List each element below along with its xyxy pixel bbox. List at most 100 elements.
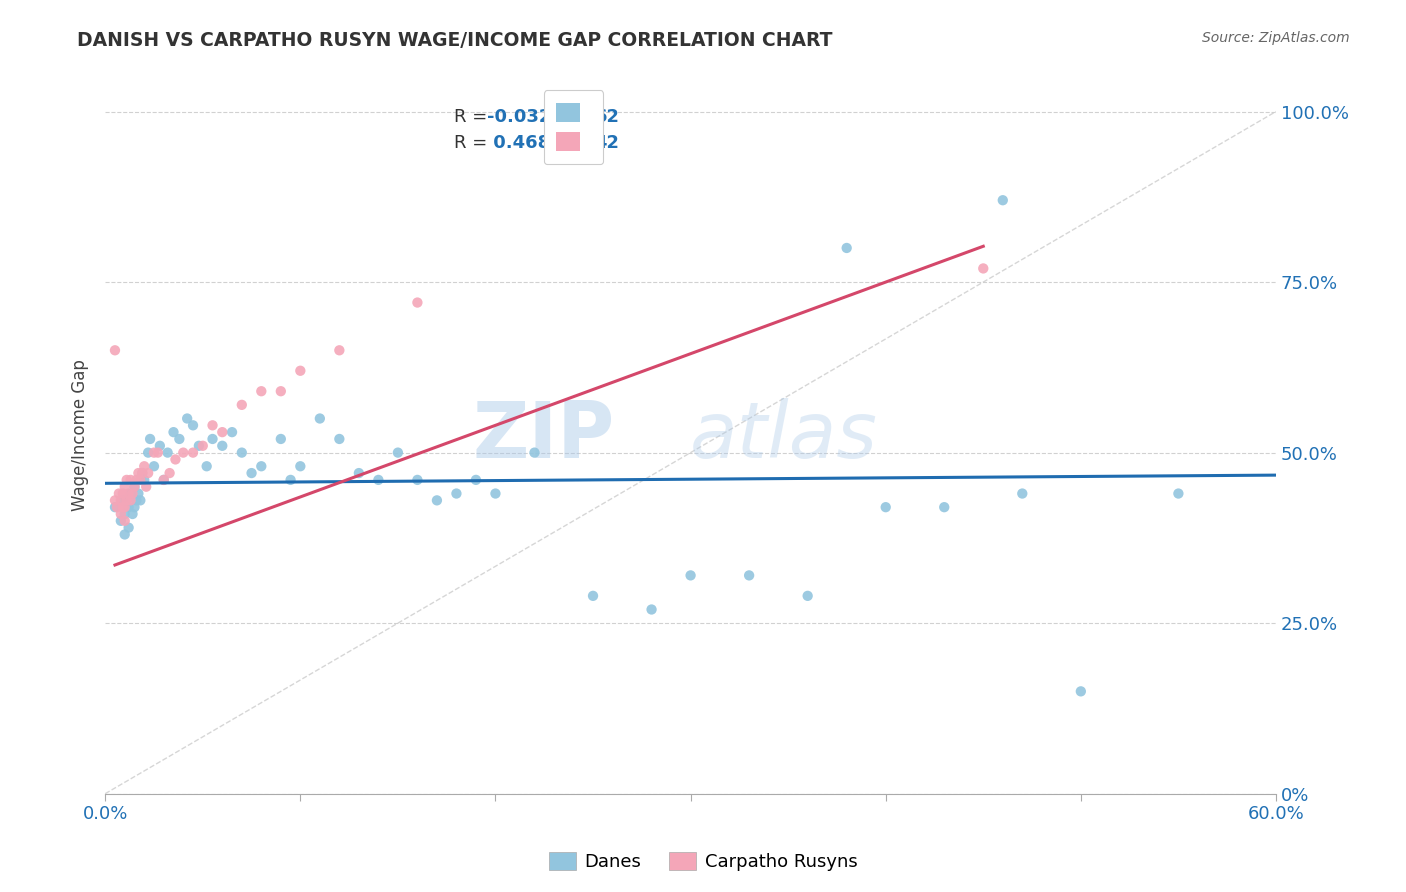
Point [796, 589, 818, 603]
Point [149, 439, 172, 453]
Point [231, 445, 253, 459]
Point [111, 500, 134, 515]
Point [231, 398, 253, 412]
Point [484, 486, 506, 500]
Point [465, 473, 488, 487]
Point [1070, 684, 1092, 698]
Point [270, 432, 292, 446]
Point [121, 507, 143, 521]
Point [117, 486, 139, 500]
Point [104, 493, 127, 508]
Text: Source: ZipAtlas.com: Source: ZipAtlas.com [1202, 31, 1350, 45]
Point [115, 493, 138, 508]
Point [406, 473, 429, 487]
Text: R =: R = [454, 135, 494, 153]
Point [169, 432, 191, 446]
Point [181, 445, 204, 459]
Point [114, 480, 136, 494]
Point [159, 466, 181, 480]
Point [129, 493, 152, 508]
Point [117, 500, 139, 515]
Text: atlas: atlas [690, 398, 879, 474]
Point [139, 432, 162, 446]
Point [110, 493, 132, 508]
Point [290, 364, 312, 378]
Point [110, 514, 132, 528]
Point [446, 486, 468, 500]
Point [367, 473, 389, 487]
Point [124, 480, 146, 494]
Point [406, 295, 429, 310]
Point [143, 459, 166, 474]
Point [1167, 486, 1189, 500]
Point [115, 473, 138, 487]
Point [120, 493, 142, 508]
Point [111, 493, 134, 508]
Point [104, 500, 127, 515]
Point [129, 473, 152, 487]
Y-axis label: Wage/Income Gap: Wage/Income Gap [72, 359, 89, 511]
Text: DANISH VS CARPATHO RUSYN WAGE/INCOME GAP CORRELATION CHART: DANISH VS CARPATHO RUSYN WAGE/INCOME GAP… [77, 31, 832, 50]
Point [143, 445, 166, 459]
Point [162, 425, 184, 439]
Text: 0.468: 0.468 [486, 135, 550, 153]
Point [134, 473, 156, 487]
Text: N =: N = [555, 108, 607, 126]
Point [104, 343, 127, 358]
Point [328, 432, 350, 446]
Legend: Danes, Carpatho Rusyns: Danes, Carpatho Rusyns [541, 845, 865, 879]
Point [152, 473, 174, 487]
Point [114, 507, 136, 521]
Point [191, 439, 214, 453]
Point [290, 459, 312, 474]
Point [114, 527, 136, 541]
Point [640, 602, 662, 616]
Point [176, 411, 198, 425]
Point [124, 500, 146, 515]
Point [221, 425, 243, 439]
Point [105, 500, 128, 515]
Point [1011, 486, 1033, 500]
Point [280, 473, 302, 487]
Point [129, 473, 152, 487]
Point [115, 493, 138, 508]
Point [426, 493, 449, 508]
Point [110, 507, 132, 521]
Point [738, 568, 761, 582]
Point [679, 568, 702, 582]
Point [125, 493, 148, 508]
Text: ZIP: ZIP [472, 398, 614, 474]
Point [387, 445, 409, 459]
Point [134, 459, 156, 474]
Point [136, 466, 159, 480]
Point [347, 466, 370, 480]
Point [108, 486, 131, 500]
Point [121, 486, 143, 500]
Point [131, 466, 153, 480]
Text: R =: R = [454, 108, 494, 126]
Point [124, 480, 146, 494]
Point [117, 521, 139, 535]
Point [328, 343, 350, 358]
Point [991, 193, 1014, 207]
Point [127, 486, 149, 500]
Point [111, 486, 134, 500]
Point [270, 384, 292, 399]
Point [934, 500, 956, 515]
Point [136, 445, 159, 459]
Point [120, 486, 142, 500]
Point [875, 500, 897, 515]
Point [125, 473, 148, 487]
Point [308, 411, 330, 425]
Text: -0.032: -0.032 [486, 108, 551, 126]
Point [114, 514, 136, 528]
Point [114, 500, 136, 515]
Text: N =: N = [555, 135, 607, 153]
Point [835, 241, 858, 255]
Point [250, 384, 273, 399]
Point [181, 418, 204, 433]
Point [131, 466, 153, 480]
Point [250, 459, 273, 474]
Point [211, 425, 233, 439]
Point [240, 466, 263, 480]
